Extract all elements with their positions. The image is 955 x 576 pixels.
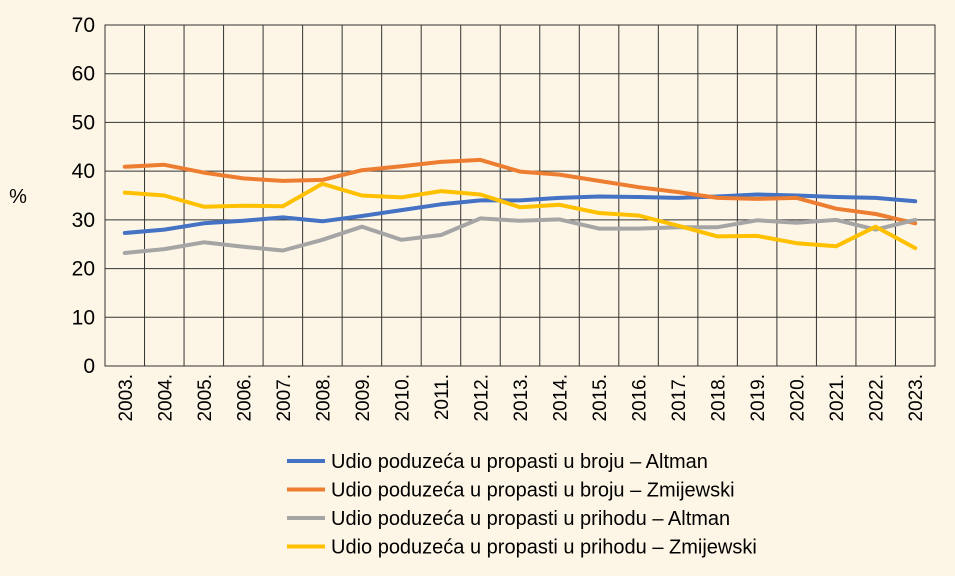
series-line-1 (122, 192, 918, 235)
x-tick-label: 2008. (313, 374, 334, 422)
y-tick-label: 0 (83, 355, 95, 378)
x-tick-label: 2010. (392, 374, 413, 422)
x-tick-label: 2020. (788, 374, 809, 422)
legend-item: Udio poduzeća u propasti u broju – Zmije… (287, 480, 735, 502)
y-tick-label: 60 (72, 63, 95, 86)
x-tick-label: 2004. (155, 374, 176, 422)
x-tick-label: 2016. (630, 374, 651, 422)
legend-label: Udio poduzeća u propasti u prihodu – Alt… (331, 508, 730, 530)
x-tick-label: 2017. (669, 374, 690, 422)
x-tick-label: 2011. (432, 374, 453, 420)
x-tick-label: 2009. (353, 374, 374, 422)
series-line-4 (122, 181, 918, 251)
x-axis-tick-labels: 2003. 2004. 2005. 2006. 2007. 2008. 2009. 2010.… (116, 374, 927, 422)
plot-area-frame (104, 24, 936, 367)
x-tick-label: 2007. (274, 374, 295, 422)
y-axis-label: % (9, 186, 27, 208)
y-tick-label: 50 (72, 111, 95, 134)
x-tick-label: 2003. (116, 374, 137, 422)
legend-item: Udio poduzeća u propasti u prihodu – Zmi… (287, 537, 757, 559)
x-tick-label: 2019. (748, 374, 769, 422)
series-line-2 (122, 157, 918, 226)
y-tick-label: 40 (72, 160, 95, 183)
y-axis-tick-labels: 0 10 20 30 40 50 60 70 (72, 14, 95, 378)
legend-label: Udio poduzeća u propasti u broju – Zmije… (331, 480, 735, 502)
x-tick-label: 2015. (590, 374, 611, 422)
y-tick-label: 10 (72, 306, 95, 329)
y-tick-label: 70 (72, 14, 95, 37)
series-lines (122, 157, 918, 255)
x-tick-label: 2018. (709, 374, 730, 422)
x-tick-label: 2013. (511, 374, 532, 422)
legend-label: Udio poduzeća u propasti u broju – Altma… (331, 451, 708, 473)
legend-item: Udio poduzeća u propasti u broju – Altma… (287, 451, 708, 473)
x-tick-label: 2005. (195, 374, 216, 422)
x-tick-label: 2006. (234, 374, 255, 422)
series-line-3 (122, 216, 918, 255)
legend-label: Udio poduzeća u propasti u prihodu – Zmi… (331, 537, 757, 559)
x-tick-label: 2014. (551, 374, 572, 422)
x-tick-label: 2022. (867, 374, 888, 422)
x-tick-label: 2021. (827, 374, 848, 422)
y-tick-label: 30 (72, 209, 95, 232)
y-tick-label: 20 (72, 258, 95, 281)
x-tick-label: 2012. (471, 374, 492, 422)
x-tick-label: 2023. (906, 374, 927, 422)
legend: Udio poduzeća u propasti u broju – Altma… (287, 451, 757, 559)
legend-item: Udio poduzeća u propasti u prihodu – Alt… (287, 508, 730, 530)
